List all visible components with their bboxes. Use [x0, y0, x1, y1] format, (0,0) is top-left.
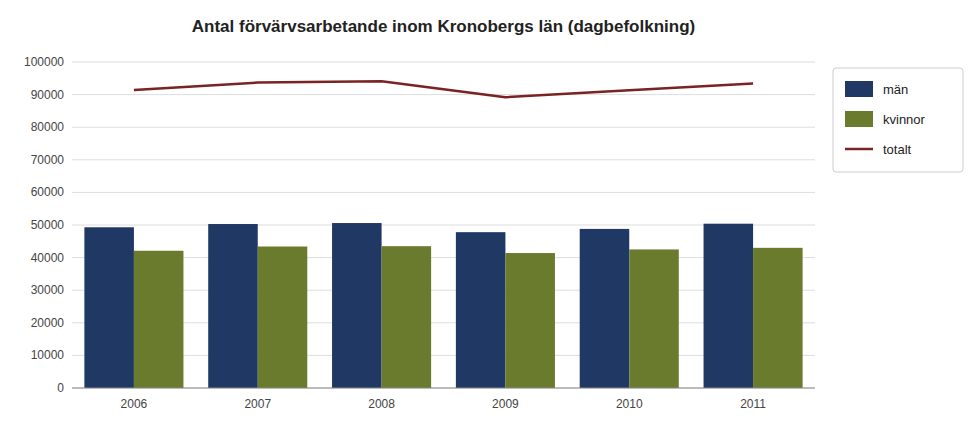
title: Antal förvärvsarbetande inom Kronobergs … — [192, 17, 695, 36]
y-tick-label: 50000 — [31, 218, 65, 232]
bar — [505, 253, 555, 388]
grid-line — [72, 94, 815, 95]
x-tick-label: 2011 — [740, 397, 766, 411]
grid-line — [72, 388, 815, 389]
y-tick-label: 40000 — [31, 251, 65, 265]
legend-label: totalt — [883, 142, 912, 157]
y-tick-label: 70000 — [31, 153, 65, 167]
bar — [580, 229, 630, 388]
y-tick-label: 60000 — [31, 185, 65, 199]
x-axis — [72, 388, 815, 389]
bar — [258, 247, 308, 388]
bar — [382, 246, 432, 388]
grid-line — [72, 127, 815, 128]
y-tick-label: 80000 — [31, 120, 65, 134]
legend-label: män — [883, 82, 908, 97]
bar — [456, 232, 506, 388]
grid — [72, 62, 815, 388]
y-tick-label: 10000 — [31, 348, 65, 362]
y-tick-label: 100000 — [24, 55, 64, 69]
bar — [629, 249, 679, 388]
bar — [208, 224, 258, 388]
x-tick-label: 2008 — [368, 397, 395, 411]
legend-swatch — [845, 81, 873, 97]
y-tick-label: 0 — [57, 381, 64, 395]
grid-line — [72, 159, 815, 160]
legend-label: kvinnor — [883, 112, 926, 127]
marks — [84, 81, 802, 388]
line — [134, 81, 753, 97]
x-tick-label: 2007 — [244, 397, 271, 411]
y-tick-label: 30000 — [31, 283, 65, 297]
grid-line — [72, 62, 815, 63]
y-tick-label: 20000 — [31, 316, 65, 330]
y-tick-label: 90000 — [31, 88, 65, 102]
x-tick-label: 2010 — [616, 397, 643, 411]
bar — [753, 248, 803, 388]
bar — [84, 227, 134, 388]
bar — [332, 223, 382, 388]
chart-svg: Antal förvärvsarbetande inom Kronobergs … — [0, 0, 980, 430]
legend-swatch — [845, 111, 873, 127]
legend-box — [833, 68, 963, 172]
bar — [704, 224, 754, 388]
grid-line — [72, 192, 815, 193]
x-tick-label: 2006 — [121, 397, 148, 411]
bar — [134, 251, 184, 388]
chart-container: Antal förvärvsarbetande inom Kronobergs … — [0, 0, 980, 430]
x-tick-label: 2009 — [492, 397, 519, 411]
legend: män kvinnor totalt — [833, 68, 963, 172]
legend-swatch — [845, 148, 873, 151]
